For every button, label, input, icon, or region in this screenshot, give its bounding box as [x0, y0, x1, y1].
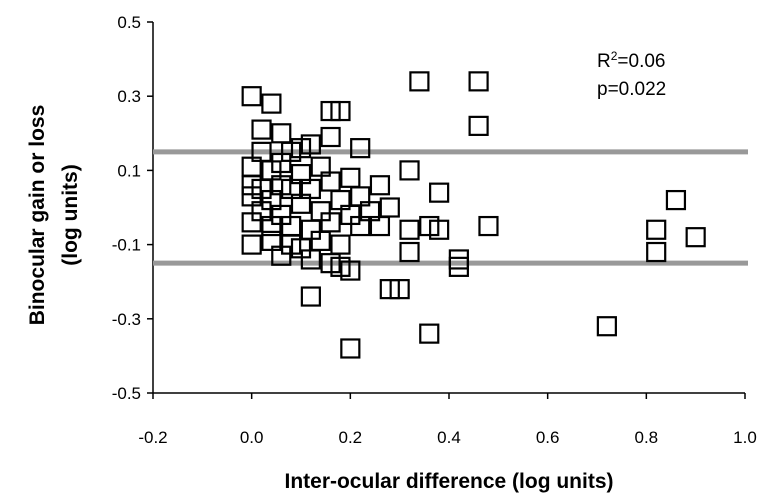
data-point — [350, 138, 371, 159]
x-tick-label: 0.8 — [635, 428, 659, 447]
data-point — [646, 241, 667, 263]
data-point — [261, 93, 282, 114]
y-tick-label: 0.1 — [117, 161, 141, 180]
data-point — [399, 160, 420, 181]
data-point — [330, 100, 351, 122]
data-point — [448, 256, 469, 277]
data-point — [330, 234, 351, 255]
axes — [152, 22, 745, 394]
data-point — [241, 234, 262, 255]
data-point — [419, 323, 440, 344]
y-tick-label: -0.5 — [112, 384, 141, 403]
data-point — [468, 71, 489, 92]
y-axis-title-line-1: Binocular gain or loss — [26, 105, 49, 326]
data-point — [369, 215, 391, 237]
y-tick-label: -0.1 — [112, 236, 141, 255]
x-tick-label: 0.6 — [536, 428, 560, 447]
data-point — [468, 115, 489, 136]
data-point — [320, 126, 341, 148]
data-points — [241, 71, 706, 359]
y-axis-title-line-2: (log units) — [59, 164, 82, 265]
data-point — [340, 338, 361, 359]
data-point — [241, 86, 262, 107]
x-axis-title: Inter-ocular difference (log units) — [284, 470, 613, 493]
data-point — [399, 241, 420, 263]
x-tick-label: 0.4 — [437, 428, 461, 447]
x-tick-label: -0.2 — [138, 428, 167, 447]
x-tick-label: 0.2 — [339, 428, 363, 447]
data-point — [478, 215, 499, 237]
data-point — [685, 227, 706, 248]
y-tick-label: 0.3 — [117, 87, 141, 106]
data-point — [448, 249, 469, 270]
data-point — [646, 219, 667, 240]
data-point — [429, 182, 450, 203]
data-point — [350, 215, 371, 237]
data-point — [241, 212, 262, 233]
data-point — [399, 219, 420, 240]
annotation-p-value: p=0.022 — [597, 79, 666, 100]
data-point — [290, 138, 312, 159]
data-point — [340, 260, 361, 281]
x-tick-label: 0.0 — [240, 428, 264, 447]
y-tick-label: -0.3 — [112, 310, 141, 329]
data-point — [290, 193, 312, 214]
data-point — [389, 279, 410, 300]
data-point — [261, 215, 282, 237]
data-point — [251, 119, 272, 140]
y-tick-label: 0.5 — [117, 13, 141, 32]
data-point — [340, 167, 361, 188]
data-point — [369, 175, 391, 196]
data-point — [409, 71, 430, 92]
data-point — [665, 189, 687, 211]
data-point — [271, 152, 292, 174]
axis-ticks: 0.5 0.3 0.1 -0.1 -0.3 -0.5 -0.2 0.0 0.2 0.4 0.6 0.8… — [112, 13, 757, 447]
data-point — [429, 219, 450, 240]
annotation-r2: R2=0.06 — [597, 49, 666, 72]
x-tick-label: 1.0 — [733, 428, 757, 447]
data-point — [271, 123, 292, 144]
data-point — [379, 197, 400, 218]
data-point — [596, 316, 617, 337]
data-point — [300, 286, 321, 307]
data-point — [271, 245, 292, 266]
data-point — [300, 249, 321, 270]
